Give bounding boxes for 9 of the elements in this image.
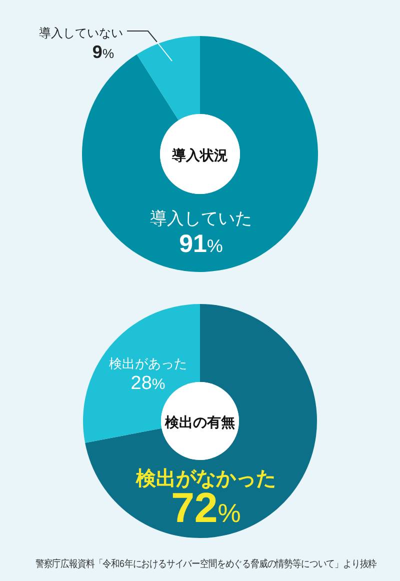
slice-label: 導入していない bbox=[39, 26, 123, 40]
text: 導入状況 bbox=[171, 147, 228, 163]
text: 警察庁広報資料「令和6年におけるサイバー空間をめぐる脅威の情勢等について」より抜粋 bbox=[35, 557, 377, 570]
data-label: 28% bbox=[130, 373, 166, 394]
slice-label: 検出があった bbox=[109, 356, 187, 371]
slice-label: 導入していた bbox=[150, 209, 252, 228]
data-label: 91% bbox=[179, 230, 223, 258]
data-label: 9% bbox=[92, 42, 114, 62]
text: 検出の有無 bbox=[164, 414, 235, 430]
